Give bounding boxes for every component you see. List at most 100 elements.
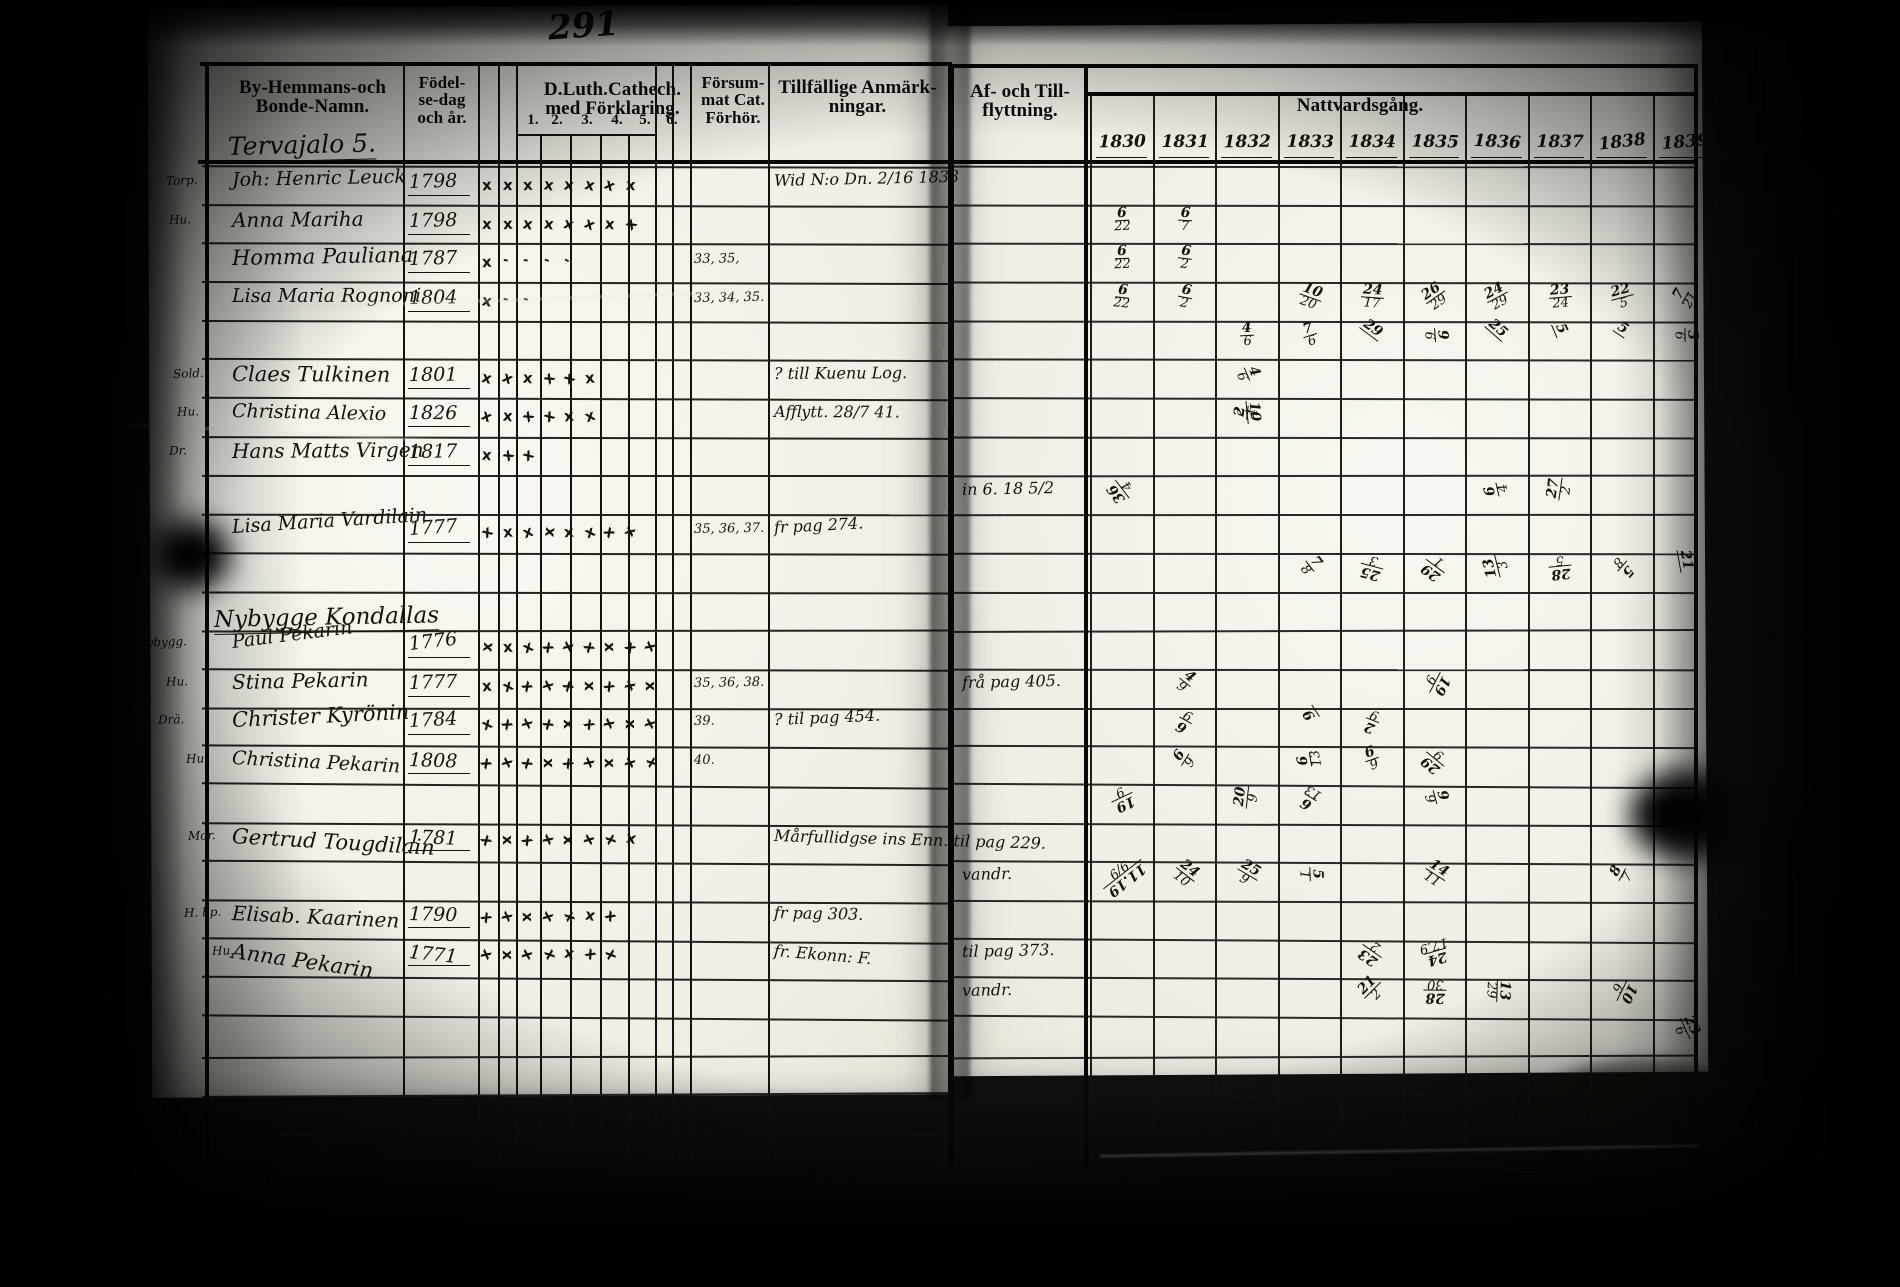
table-col-rule [768,62,770,1169]
communion-year-header: 1833 [1285,131,1334,153]
catechism-mark: x [539,757,558,768]
col-header-forsummat: Försum- mat Cat. Förhör. [700,73,766,127]
flyttning-entry: in 6. 18 5/2 [961,478,1055,499]
entry-name: Hans Matts Virgen [231,437,424,463]
table-row-rule [951,591,1697,594]
communion-col-rule [1090,92,1092,1169]
birthyear-underline [408,195,470,196]
catechism-subheader-rule [516,134,656,136]
catechism-mark: x [501,522,514,541]
communion-mark: 28 5 [1534,551,1585,583]
birthyear-underline [408,657,470,658]
catechism-mark: x [522,175,534,195]
table-row-rule [951,552,1697,556]
table-row-rule [201,590,953,595]
col-header-anmarkningar: Tillfällige Anmärk- ningar. [778,77,937,118]
row-role-prefix: Mor. [187,827,217,843]
entry-birth-year: 1804 [408,285,458,309]
communion-year-header: 1835 [1410,131,1459,153]
birthyear-underline [408,272,470,273]
year-underline [1096,157,1147,158]
row-role-prefix: H. bp. [184,904,222,920]
entry-birth-year: 1787 [408,246,458,270]
communion-col-rule [1402,92,1405,1169]
col-header-flyttning: Af- och Till- flyttning. [970,81,1070,122]
entry-birth-year: 1784 [408,707,458,732]
communion-year-header: 1837 [1536,131,1584,153]
communion-mark-bottom: 7 [1180,218,1189,234]
year-underline [1471,157,1522,158]
year-underline [1283,157,1334,158]
entry-name: Joh: Henric Leuck [231,165,407,191]
entry-birth-year: 1808 [408,748,458,772]
catechism-mark: x [481,676,493,695]
entry-forsummat: 35, 36, 38. [693,674,765,691]
catechism-subheader: 2. [551,112,563,128]
birthyear-underline [408,464,470,466]
catechism-mark: x [563,406,575,426]
catechism-mark: x [563,522,575,541]
top-vignette [0,0,1900,46]
table-border-top [200,62,952,66]
entry-name: Anna Mariha [231,206,364,232]
header-rule [950,160,1696,164]
catechism-subheader: 6. [666,112,678,128]
flyttning-entry: frå pag 405. [961,670,1062,692]
entry-note: fr pag 274. [773,512,864,537]
entry-birth-year: 1826 [408,402,458,425]
catechism-subheader: 4. [611,112,623,128]
communion-mark: 6 22 [1097,243,1147,273]
birthyear-underline [408,387,470,389]
catechism-mark: x [498,950,517,960]
table-col-rule [498,62,500,1169]
catechism-mark: x [498,834,517,845]
catechism-subheader: 1. [527,112,539,128]
catechism-mark: x [641,680,660,691]
catechism-subheader: 3. [581,112,593,128]
entry-birth-year: 1801 [408,363,458,386]
catechism-mark: x [580,680,599,691]
table-col-rule [690,62,692,1169]
catechism-mark: x [518,911,537,922]
catechism-mark: x [583,368,596,387]
entry-birth-year: 1790 [408,902,458,926]
table-col-rule [1084,64,1088,1169]
entry-note: fr pag 303. [773,902,864,924]
year-underline [1346,157,1397,158]
communion-year-header: 1831 [1161,131,1209,153]
table-col-rule [478,62,480,1169]
birthyear-underline [408,772,470,774]
communion-mark: 13 29 [1483,965,1513,1014]
col-header-names: By-Hemmans-och Bonde-Namn. [238,77,387,118]
communion-col-rule [1527,92,1530,1169]
catechism-mark: x [501,406,513,426]
table-row-rule [951,668,1697,672]
year-underline [1158,157,1209,158]
year-underline [1533,157,1584,158]
entry-note: Afflytt. 28/7 41. [773,402,900,422]
communion-year-header: 1838 [1597,129,1647,155]
birthyear-underline [408,310,470,312]
communion-col-rule [1652,92,1655,1169]
entry-name: Claes Tulkinen [231,361,391,387]
catechism-mark: x [559,718,578,730]
communion-mark-bottom: 17 [1363,295,1381,312]
table-border-top [950,64,1696,68]
communion-col-rule [1340,92,1342,1169]
catechism-mark: x [481,445,493,464]
communion-mark: 20 9 [1231,772,1263,823]
birthyear-underline [408,426,470,427]
catechism-mark: x [538,525,558,538]
catechism-mark: x [559,834,578,845]
catechism-mark: x [501,637,513,657]
year-underline [1596,157,1647,158]
col-header-nattvardsgang: Nattvardsgång. [1296,95,1424,116]
entry-birth-year: 1817 [408,439,458,463]
entry-birth-year: 1777 [408,670,458,694]
communion-mark: 6 22 [1097,281,1148,313]
